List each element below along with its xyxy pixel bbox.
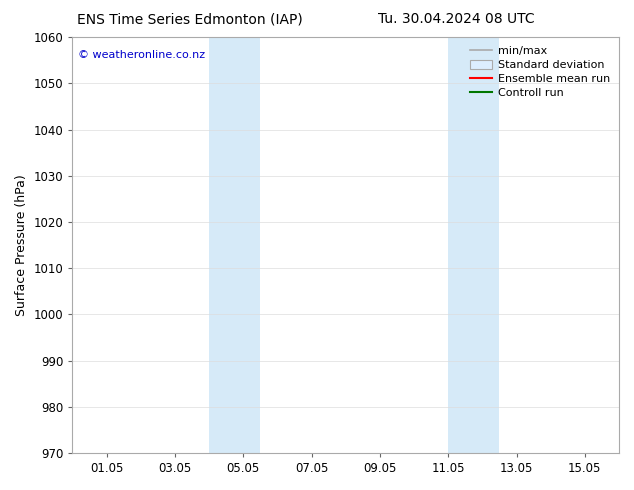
Legend: min/max, Standard deviation, Ensemble mean run, Controll run: min/max, Standard deviation, Ensemble me… xyxy=(467,43,614,101)
Text: Tu. 30.04.2024 08 UTC: Tu. 30.04.2024 08 UTC xyxy=(378,12,535,26)
Y-axis label: Surface Pressure (hPa): Surface Pressure (hPa) xyxy=(15,174,28,316)
Text: ENS Time Series Edmonton (IAP): ENS Time Series Edmonton (IAP) xyxy=(77,12,303,26)
Text: © weatheronline.co.nz: © weatheronline.co.nz xyxy=(78,49,205,60)
Bar xyxy=(448,37,500,453)
Bar xyxy=(209,37,260,453)
